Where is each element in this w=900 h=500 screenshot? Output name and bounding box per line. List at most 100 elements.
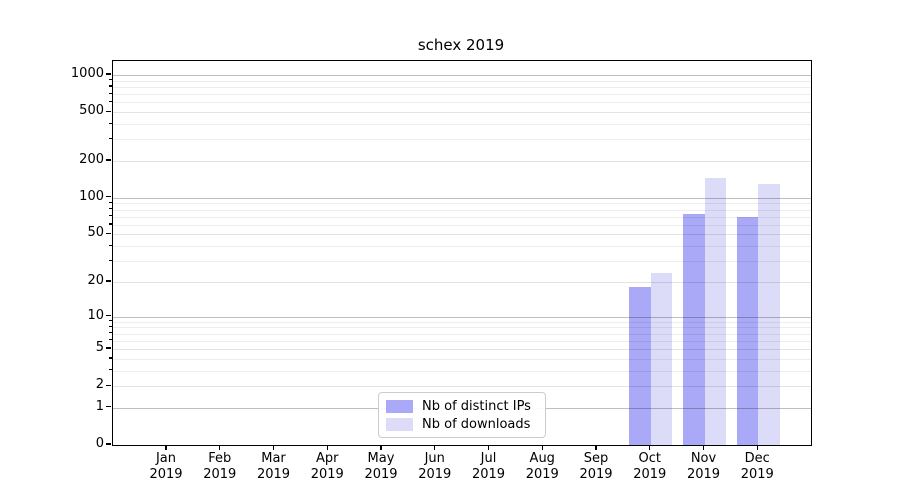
x-tick-mark — [756, 445, 758, 450]
y-tick-mark — [106, 384, 111, 386]
y-tick-label: 2 — [95, 377, 104, 393]
bar-downloads — [650, 272, 673, 445]
y-minor-tick-mark — [109, 339, 112, 341]
x-tick-label: Apr 2019 — [295, 451, 359, 482]
major-gridline — [113, 112, 811, 114]
x-tick-label: Jul 2019 — [457, 451, 521, 482]
y-minor-tick-mark — [109, 215, 112, 217]
minor-gridline — [113, 321, 811, 323]
x-tick-month: Aug — [529, 451, 555, 466]
minor-gridline — [113, 358, 811, 360]
x-tick-mark — [326, 445, 328, 450]
bar-downloads — [704, 178, 726, 445]
major-gridline — [113, 234, 811, 236]
y-tick-label: 1 — [95, 398, 104, 414]
x-tick-year: 2019 — [149, 466, 183, 482]
y-minor-tick-mark — [109, 320, 112, 322]
y-tick-mark — [106, 406, 111, 408]
x-tick-mark — [541, 445, 543, 450]
y-tick-mark — [106, 110, 111, 112]
major-gridline — [113, 197, 811, 199]
y-minor-tick-mark — [109, 332, 112, 334]
major-gridline — [113, 75, 811, 77]
minor-gridline — [113, 261, 811, 263]
minor-gridline — [113, 327, 811, 329]
x-tick-year: 2019 — [418, 466, 452, 482]
minor-gridline — [113, 86, 811, 88]
x-tick-label: Oct 2019 — [618, 451, 682, 482]
minor-gridline — [113, 102, 811, 104]
y-minor-tick-mark — [109, 79, 112, 81]
minor-gridline — [113, 216, 811, 218]
minor-gridline — [113, 333, 811, 335]
y-minor-tick-mark — [109, 201, 112, 204]
minor-gridline — [113, 94, 811, 96]
x-tick-mark — [487, 445, 490, 450]
chart-title: schex 2019 — [417, 36, 505, 54]
x-tick-month: Sep — [583, 451, 609, 466]
y-tick-label: 100 — [79, 188, 104, 204]
x-tick-mark — [702, 445, 705, 450]
bar-distinct-ips — [736, 216, 759, 445]
bar-downloads — [758, 183, 780, 445]
y-tick-mark — [106, 280, 111, 282]
major-gridline — [113, 316, 811, 318]
legend-swatch — [386, 417, 413, 431]
x-tick-year: 2019 — [525, 466, 559, 482]
minor-gridline — [113, 224, 811, 226]
x-tick-year: 2019 — [310, 466, 344, 482]
minor-gridline — [113, 124, 811, 126]
y-tick-mark — [106, 73, 111, 75]
x-tick-label: Sep 2019 — [564, 451, 628, 482]
x-tick-year: 2019 — [364, 466, 398, 482]
y-tick-label: 500 — [79, 103, 104, 119]
minor-gridline — [113, 370, 811, 372]
y-minor-tick-mark — [109, 92, 112, 94]
x-tick-label: Jan 2019 — [134, 451, 198, 482]
y-tick-mark — [106, 196, 111, 198]
x-tick-mark — [649, 445, 651, 450]
x-tick-month: Dec — [744, 451, 770, 466]
y-minor-tick-mark — [109, 122, 112, 124]
x-tick-month: May — [367, 451, 395, 466]
y-tick-label: 5 — [95, 340, 104, 356]
y-minor-tick-mark — [109, 137, 112, 140]
x-tick-month: Apr — [316, 451, 339, 466]
x-tick-label: Dec 2019 — [725, 451, 789, 482]
major-gridline — [113, 281, 811, 283]
bar-distinct-ips — [683, 213, 705, 445]
y-minor-tick-mark — [109, 85, 112, 87]
y-tick-label: 20 — [87, 272, 104, 288]
minor-gridline — [113, 340, 811, 342]
x-tick-month: Nov — [690, 451, 717, 466]
x-tick-month: Jul — [480, 451, 497, 466]
y-tick-label: 10 — [87, 307, 104, 323]
x-tick-mark — [272, 445, 275, 450]
y-minor-tick-mark — [109, 208, 112, 210]
y-minor-tick-mark — [109, 100, 112, 103]
x-tick-year: 2019 — [686, 466, 721, 482]
x-tick-year: 2019 — [633, 466, 667, 482]
x-tick-label: Nov 2019 — [672, 451, 736, 482]
x-tick-label: Jun 2019 — [403, 451, 467, 482]
x-tick-year: 2019 — [740, 466, 774, 482]
y-tick-mark — [106, 347, 111, 349]
y-tick-mark — [106, 159, 111, 161]
x-tick-month: Jan — [155, 451, 177, 466]
y-minor-tick-mark — [109, 325, 112, 328]
y-minor-tick-mark — [109, 223, 112, 225]
x-tick-label: Feb 2019 — [188, 451, 252, 482]
y-tick-label: 0 — [95, 436, 104, 451]
legend-item: Nb of downloads — [386, 417, 538, 432]
minor-gridline — [113, 80, 811, 82]
major-gridline — [113, 349, 811, 351]
y-tick-label: 200 — [79, 152, 104, 167]
y-minor-tick-mark — [109, 369, 112, 371]
major-gridline — [113, 161, 811, 162]
major-gridline — [113, 386, 811, 388]
y-tick-label: 50 — [87, 225, 104, 241]
x-tick-year: 2019 — [471, 466, 506, 482]
legend-label: Nb of downloads — [422, 416, 531, 432]
legend: Nb of distinct IPs Nb of downloads — [378, 392, 546, 438]
minor-gridline — [113, 246, 811, 248]
